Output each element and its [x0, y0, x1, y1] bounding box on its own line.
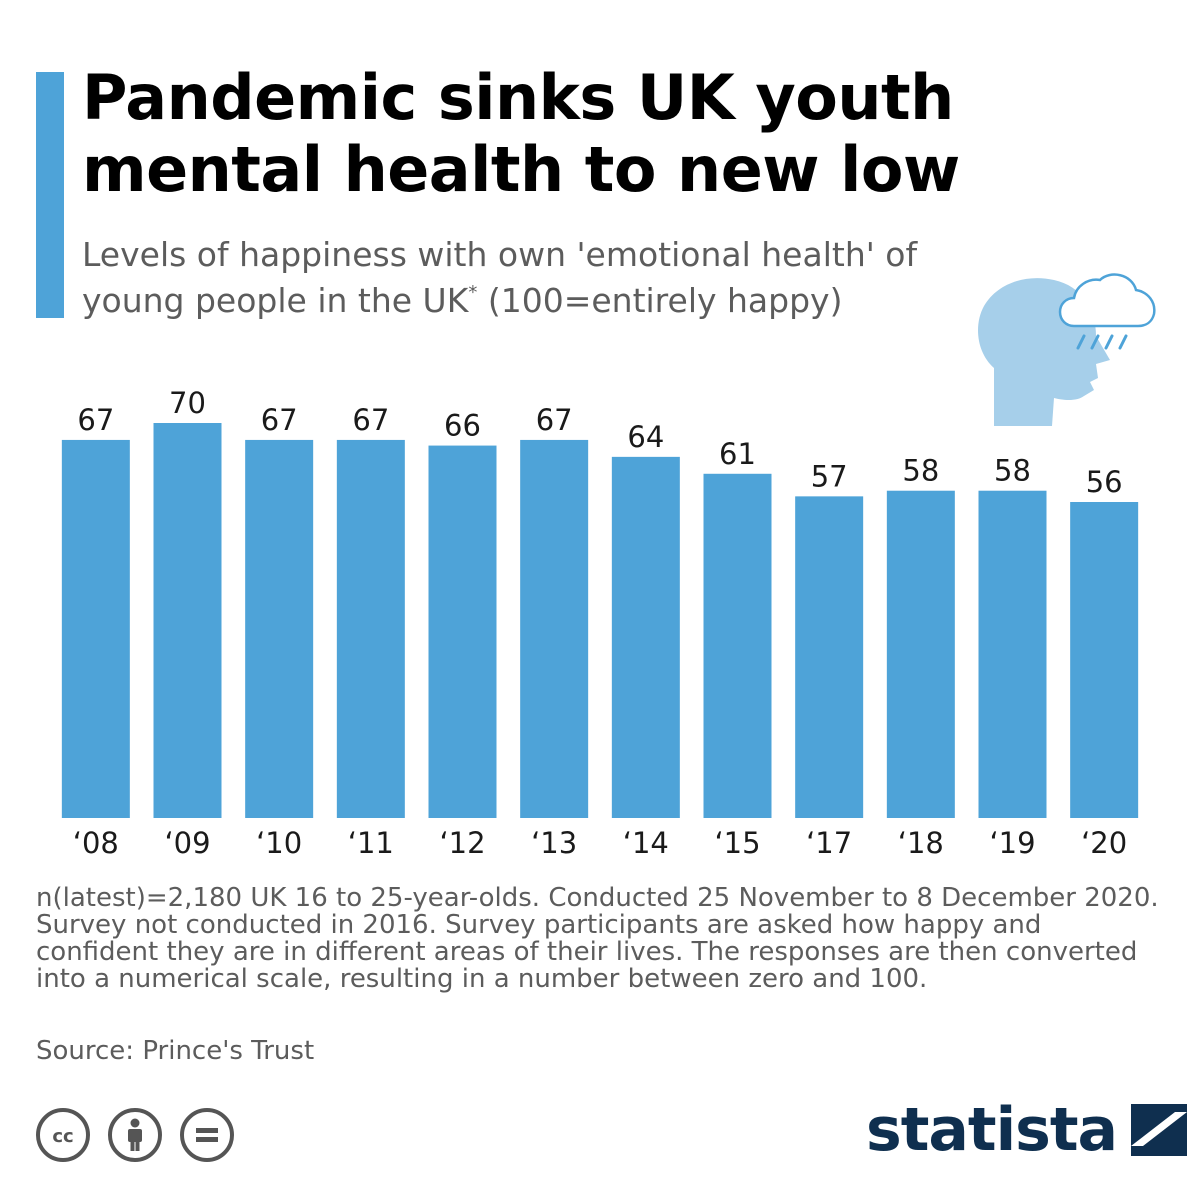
license-icons: cc: [36, 1108, 234, 1162]
bar-10: [978, 490, 1047, 818]
value-label-6: 64: [627, 420, 664, 454]
footnote: n(latest)=2,180 UK 16 to 25-year-olds. C…: [36, 885, 1176, 993]
chart-title: Pandemic sinks UK youth mental health to…: [82, 62, 1082, 206]
category-label-1: ‘09: [164, 826, 210, 860]
title-line-2: mental health to new low: [82, 133, 960, 206]
bar-6: [611, 456, 680, 818]
category-label-0: ‘08: [73, 826, 119, 860]
value-label-0: 67: [77, 403, 114, 437]
subtitle-text: young people in the UK: [82, 281, 469, 320]
category-label-2: ‘10: [256, 826, 302, 860]
bar-0: [61, 439, 130, 818]
bar-11: [1070, 502, 1139, 818]
value-label-10: 58: [994, 454, 1031, 488]
footnote-line-2: Survey not conducted in 2016. Survey par…: [36, 910, 1042, 940]
creative-commons-icon[interactable]: cc: [36, 1108, 90, 1162]
title-line-1: Pandemic sinks UK youth: [82, 61, 954, 134]
bar-chart: 67 ‘08 70 ‘09 67 ‘10 67 ‘11 66 ‘12 67 ‘13 64 ‘14 61 ‘15…: [61, 386, 1139, 860]
attribution-icon[interactable]: [108, 1108, 162, 1162]
value-label-1: 70: [169, 386, 206, 420]
statista-logo[interactable]: statista: [866, 1095, 1188, 1165]
footnote-line-3: confident they are in different areas of…: [36, 937, 1138, 967]
category-label-10: ‘19: [989, 826, 1035, 860]
bar-3: [336, 439, 405, 818]
bar-8: [795, 496, 864, 818]
source-note: Source: Prince's Trust: [36, 1036, 315, 1066]
value-label-4: 66: [444, 409, 481, 443]
subtitle-scale-note: (100=entirely happy): [477, 281, 843, 320]
value-label-7: 61: [719, 437, 756, 471]
value-label-5: 67: [536, 403, 573, 437]
category-label-9: ‘18: [898, 826, 944, 860]
category-label-4: ‘12: [439, 826, 485, 860]
bar-9: [886, 490, 955, 818]
value-label-3: 67: [352, 403, 389, 437]
value-label-11: 56: [1086, 465, 1123, 499]
svg-text:cc: cc: [52, 1126, 73, 1147]
footnote-marker: *: [468, 282, 478, 303]
bar-2: [245, 439, 314, 818]
value-label-8: 57: [811, 459, 848, 493]
bar-5: [520, 439, 589, 818]
category-label-6: ‘14: [623, 826, 669, 860]
value-label-2: 67: [261, 403, 298, 437]
head-with-rain-cloud-icon: [972, 258, 1172, 437]
no-derivatives-icon[interactable]: [180, 1108, 234, 1162]
value-label-9: 58: [902, 454, 939, 488]
title-accent-bar: [36, 72, 64, 318]
footnote-line-4: into a numerical scale, resulting in a n…: [36, 964, 928, 994]
category-label-7: ‘15: [714, 826, 760, 860]
category-label-5: ‘13: [531, 826, 577, 860]
subtitle-line-1: Levels of happiness with own 'emotional …: [82, 235, 918, 274]
bar-1: [153, 423, 222, 818]
subtitle-line-2: young people in the UK* (100=entirely ha…: [82, 278, 1002, 324]
statista-wordmark: statista: [866, 1095, 1118, 1165]
statista-mark-icon: [1131, 1104, 1188, 1156]
footnote-line-1: n(latest)=2,180 UK 16 to 25-year-olds. C…: [36, 883, 1159, 913]
bar-4: [428, 445, 497, 818]
category-label-8: ‘17: [806, 826, 852, 860]
category-label-3: ‘11: [348, 826, 394, 860]
chart-subtitle: Levels of happiness with own 'emotional …: [82, 232, 1002, 324]
bar-7: [703, 473, 772, 818]
category-label-11: ‘20: [1081, 826, 1127, 860]
